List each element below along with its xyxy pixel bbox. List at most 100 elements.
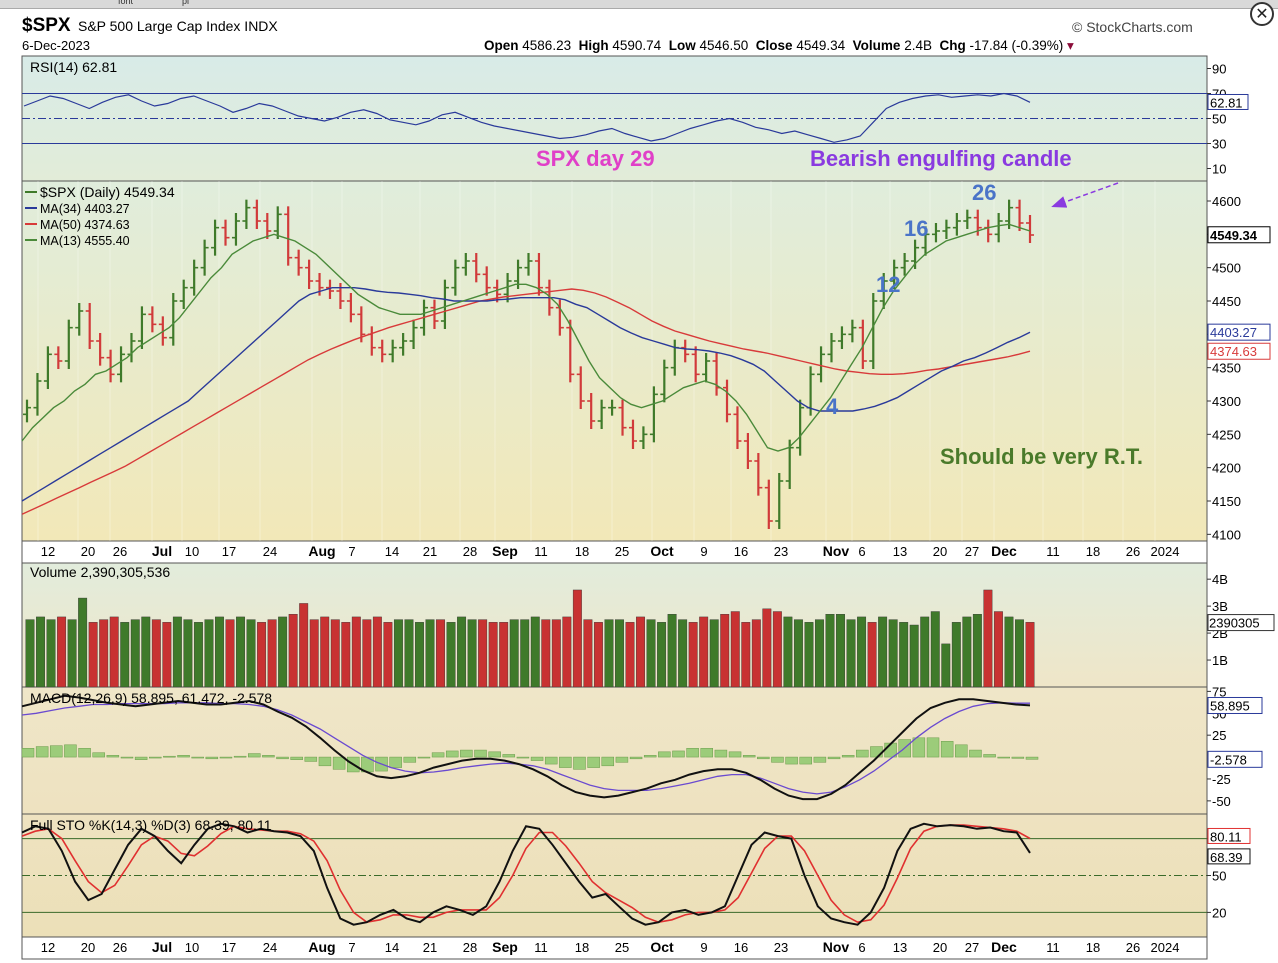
- macd-histogram-bar: [276, 756, 289, 760]
- x-tick-label: 18: [1086, 544, 1100, 559]
- macd-histogram-bar: [219, 756, 233, 759]
- volume-bar: [962, 616, 972, 688]
- macd-y-tick-label: -50: [1212, 794, 1231, 809]
- macd-histogram-bar: [78, 748, 91, 758]
- volume-bar: [930, 611, 940, 688]
- macd-histogram-bar: [488, 751, 501, 758]
- macd-histogram-bar: [262, 755, 275, 758]
- volume-bar: [351, 616, 361, 688]
- macd-histogram-bar: [799, 756, 812, 765]
- vol-y-tick-label: 3B: [1212, 599, 1228, 614]
- x-tick-label: 16: [734, 544, 748, 559]
- x-tick-label: 7: [348, 940, 355, 955]
- x-tick-label: 11: [534, 544, 548, 559]
- window-top-strip: font pl: [0, 0, 1278, 9]
- macd-histogram-bar: [233, 755, 247, 758]
- price-last-value: 4374.63: [1210, 344, 1257, 359]
- volume-value: 2.4B: [904, 38, 932, 53]
- volume-bar: [751, 619, 761, 688]
- macd-histogram-bar: [417, 756, 431, 759]
- volume-bar: [636, 616, 645, 688]
- volume-bar: [888, 619, 898, 688]
- x-tick-label: 17: [222, 940, 236, 955]
- x-tick-label: 16: [734, 940, 748, 955]
- x-tick-label: 20: [933, 940, 947, 955]
- rsi-last-value-box: [1207, 93, 1249, 110]
- macd-histogram-bar: [92, 752, 105, 758]
- volume-bar: [583, 619, 593, 688]
- chart-date: 6-Dec-2023: [22, 38, 90, 53]
- macd-histogram-bar: [64, 744, 77, 758]
- volume-bar: [193, 622, 203, 688]
- volume-bar: [109, 616, 119, 688]
- x-tick-label: 26: [1126, 940, 1140, 955]
- volume-bar: [383, 622, 393, 688]
- price-y-tick-label: 4150: [1212, 494, 1241, 509]
- annotation-count-16: 16: [904, 216, 928, 241]
- volume-bar: [541, 619, 551, 688]
- x-tick-label: Oct: [650, 543, 674, 559]
- volume-bar: [762, 608, 772, 688]
- x-tick-label: Aug: [308, 939, 335, 955]
- macd-histogram-bar: [771, 756, 784, 763]
- volume-bar: [436, 619, 445, 688]
- chg-value: -17.84 (-0.39%): [969, 38, 1064, 53]
- macd-histogram-bar: [134, 756, 148, 760]
- macd-histogram-bar: [601, 756, 615, 767]
- volume-bar: [741, 622, 751, 688]
- sto-y-tick-label: 50: [1212, 869, 1226, 884]
- annotation-spx-day-29: SPX day 29: [536, 146, 655, 171]
- macd-histogram-bar: [21, 748, 35, 758]
- macd-histogram-bar: [742, 755, 756, 758]
- volume-bar: [772, 611, 782, 688]
- volume-bar: [983, 589, 993, 688]
- volume-last-value: 2390305: [1209, 616, 1260, 631]
- sto-last-value-box: [1207, 848, 1251, 865]
- volume-bar: [572, 589, 582, 688]
- volume-bar: [625, 622, 635, 688]
- annotation-count-4: 4: [826, 394, 839, 419]
- high-label: High: [578, 38, 609, 53]
- macd-histogram-bar: [955, 744, 968, 758]
- volume-bar: [341, 622, 351, 688]
- macd-histogram-bar: [559, 756, 572, 768]
- volume-bar: [804, 622, 814, 688]
- volume-bar: [362, 619, 372, 688]
- x-tick-label: 21: [423, 940, 437, 955]
- sto-legend: Full STO %K(14,3) %D(3) 68.39, 80.11: [30, 817, 272, 833]
- close-icon[interactable]: ✕: [1250, 2, 1274, 26]
- macd-histogram-bar: [290, 756, 303, 760]
- toolbar-fragment-font: font: [118, 0, 134, 6]
- price-last-value: 4403.27: [1210, 325, 1257, 340]
- price-last-value: 4549.34: [1210, 228, 1258, 243]
- volume-bar: [204, 619, 214, 688]
- macd-histogram-bar: [544, 756, 558, 765]
- volume-bar: [151, 619, 161, 688]
- x-tick-label: 20: [81, 940, 95, 955]
- x-tick-label: Sep: [492, 543, 518, 559]
- chg-label: Chg: [939, 38, 966, 53]
- volume-bar: [215, 616, 224, 688]
- price-y-tick-label: 4500: [1212, 261, 1241, 276]
- macd-legend: MACD(12,26,9) 58.895, 61.472, -2.578: [30, 690, 272, 706]
- macd-histogram-bar: [149, 756, 162, 759]
- x-tick-label: Dec: [991, 543, 1017, 559]
- volume-bar: [278, 616, 288, 688]
- x-tick-label: 11: [1046, 940, 1060, 955]
- ma34-line: [21, 287, 1031, 502]
- macd-histogram-bar: [940, 741, 954, 758]
- x-tick-label: 23: [774, 544, 788, 559]
- macd-histogram-bar: [658, 751, 671, 758]
- x-tick-label: 20: [933, 544, 947, 559]
- price-panel-background: [21, 180, 1208, 542]
- x-tick-label: 17: [222, 544, 236, 559]
- volume-bar: [288, 614, 298, 688]
- macd-histogram-bar: [997, 756, 1010, 759]
- vol-y-tick-label: 4B: [1212, 572, 1228, 587]
- volume-bar: [457, 616, 467, 688]
- volume-bar: [141, 616, 151, 688]
- macd-y-tick-label: 75: [1212, 684, 1226, 699]
- volume-bar: [446, 622, 456, 688]
- volume-bar: [46, 619, 56, 688]
